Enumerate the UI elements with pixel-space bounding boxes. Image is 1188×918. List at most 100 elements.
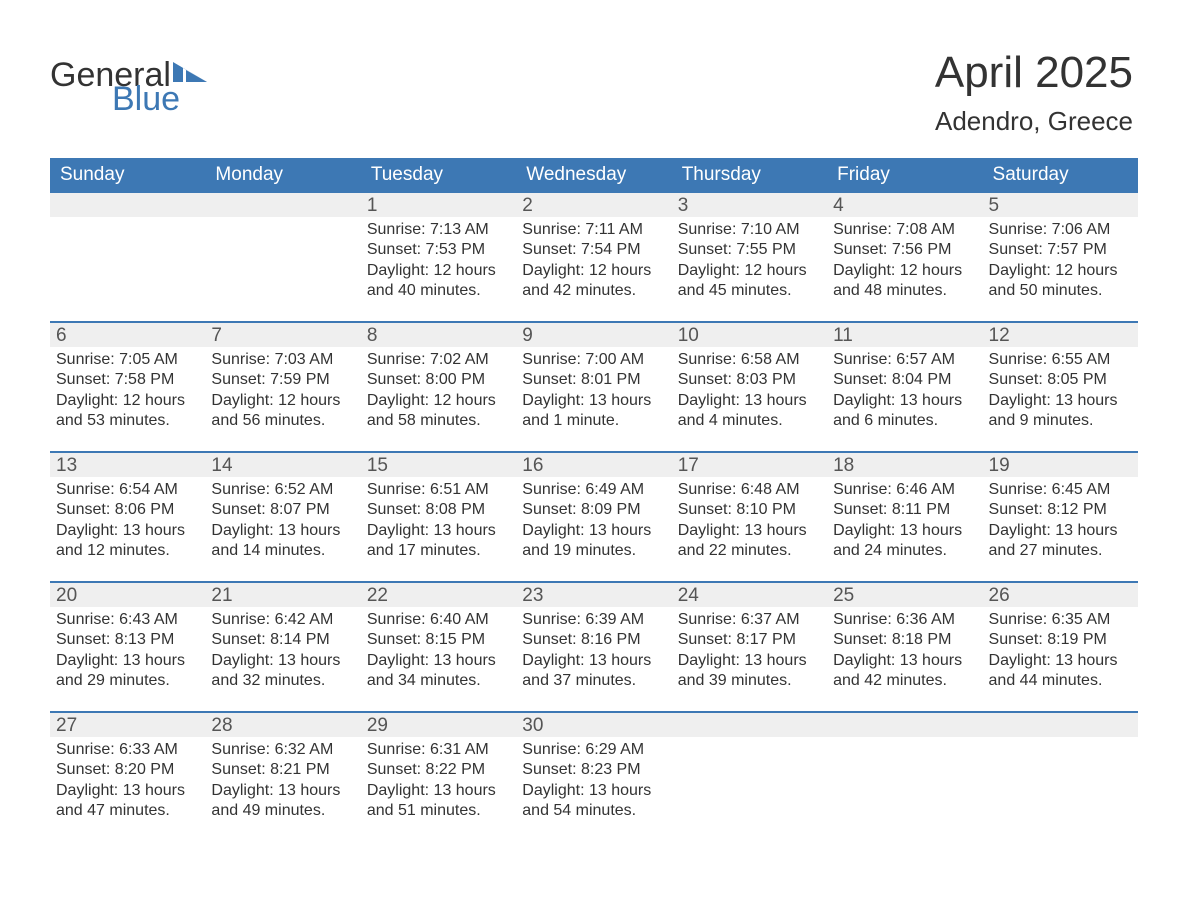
day-cell: 1Sunrise: 7:13 AMSunset: 7:53 PMDaylight… bbox=[361, 193, 516, 321]
sunrise-text: Sunrise: 7:02 AM bbox=[367, 350, 510, 370]
sunset-text: Sunset: 7:57 PM bbox=[989, 240, 1132, 260]
sunrise-text: Sunrise: 6:36 AM bbox=[833, 610, 976, 630]
day-body: Sunrise: 6:49 AMSunset: 8:09 PMDaylight:… bbox=[516, 477, 671, 578]
daylight-text-line2: and 4 minutes. bbox=[678, 411, 821, 431]
day-cell: 3Sunrise: 7:10 AMSunset: 7:55 PMDaylight… bbox=[672, 193, 827, 321]
daylight-text-line2: and 27 minutes. bbox=[989, 541, 1132, 561]
sunset-text: Sunset: 8:08 PM bbox=[367, 500, 510, 520]
day-body bbox=[50, 217, 205, 236]
sunset-text: Sunset: 8:23 PM bbox=[522, 760, 665, 780]
day-body: Sunrise: 6:58 AMSunset: 8:03 PMDaylight:… bbox=[672, 347, 827, 448]
day-body bbox=[827, 737, 982, 756]
title-month-year: April 2025 bbox=[935, 48, 1133, 98]
date-number: 4 bbox=[827, 193, 982, 217]
daylight-text-line1: Daylight: 13 hours bbox=[989, 521, 1132, 541]
sunrise-text: Sunrise: 6:48 AM bbox=[678, 480, 821, 500]
date-number: 27 bbox=[50, 713, 205, 737]
daylight-text-line1: Daylight: 13 hours bbox=[367, 651, 510, 671]
date-number: 16 bbox=[516, 453, 671, 477]
date-number: 8 bbox=[361, 323, 516, 347]
sunset-text: Sunset: 7:56 PM bbox=[833, 240, 976, 260]
day-body: Sunrise: 6:39 AMSunset: 8:16 PMDaylight:… bbox=[516, 607, 671, 708]
day-cell: 5Sunrise: 7:06 AMSunset: 7:57 PMDaylight… bbox=[983, 193, 1138, 321]
day-body: Sunrise: 6:46 AMSunset: 8:11 PMDaylight:… bbox=[827, 477, 982, 578]
day-body bbox=[983, 737, 1138, 756]
daylight-text-line1: Daylight: 13 hours bbox=[833, 521, 976, 541]
day-cell: 19Sunrise: 6:45 AMSunset: 8:12 PMDayligh… bbox=[983, 453, 1138, 581]
sunset-text: Sunset: 7:55 PM bbox=[678, 240, 821, 260]
daylight-text-line2: and 53 minutes. bbox=[56, 411, 199, 431]
date-number: 9 bbox=[516, 323, 671, 347]
date-number bbox=[983, 713, 1138, 737]
sunset-text: Sunset: 8:01 PM bbox=[522, 370, 665, 390]
date-number: 21 bbox=[205, 583, 360, 607]
day-body: Sunrise: 6:33 AMSunset: 8:20 PMDaylight:… bbox=[50, 737, 205, 838]
sunrise-text: Sunrise: 6:42 AM bbox=[211, 610, 354, 630]
sunset-text: Sunset: 8:15 PM bbox=[367, 630, 510, 650]
daylight-text-line1: Daylight: 12 hours bbox=[367, 261, 510, 281]
daylight-text-line2: and 22 minutes. bbox=[678, 541, 821, 561]
date-number: 10 bbox=[672, 323, 827, 347]
daylight-text-line2: and 12 minutes. bbox=[56, 541, 199, 561]
sunrise-text: Sunrise: 7:11 AM bbox=[522, 220, 665, 240]
sunset-text: Sunset: 8:16 PM bbox=[522, 630, 665, 650]
day-cell bbox=[983, 713, 1138, 841]
daylight-text-line1: Daylight: 13 hours bbox=[522, 521, 665, 541]
daylight-text-line1: Daylight: 13 hours bbox=[56, 781, 199, 801]
day-body: Sunrise: 7:08 AMSunset: 7:56 PMDaylight:… bbox=[827, 217, 982, 318]
day-body: Sunrise: 6:52 AMSunset: 8:07 PMDaylight:… bbox=[205, 477, 360, 578]
sunset-text: Sunset: 8:09 PM bbox=[522, 500, 665, 520]
dow-saturday: Saturday bbox=[983, 158, 1138, 193]
date-number: 29 bbox=[361, 713, 516, 737]
daylight-text-line1: Daylight: 13 hours bbox=[522, 391, 665, 411]
day-cell: 25Sunrise: 6:36 AMSunset: 8:18 PMDayligh… bbox=[827, 583, 982, 711]
sunset-text: Sunset: 8:22 PM bbox=[367, 760, 510, 780]
daylight-text-line2: and 45 minutes. bbox=[678, 281, 821, 301]
sunrise-text: Sunrise: 7:03 AM bbox=[211, 350, 354, 370]
date-number: 22 bbox=[361, 583, 516, 607]
daylight-text-line2: and 50 minutes. bbox=[989, 281, 1132, 301]
sunset-text: Sunset: 8:06 PM bbox=[56, 500, 199, 520]
day-body: Sunrise: 7:03 AMSunset: 7:59 PMDaylight:… bbox=[205, 347, 360, 448]
day-body: Sunrise: 6:37 AMSunset: 8:17 PMDaylight:… bbox=[672, 607, 827, 708]
date-number: 3 bbox=[672, 193, 827, 217]
day-cell bbox=[827, 713, 982, 841]
sunrise-text: Sunrise: 6:43 AM bbox=[56, 610, 199, 630]
sunrise-text: Sunrise: 6:31 AM bbox=[367, 740, 510, 760]
daylight-text-line1: Daylight: 12 hours bbox=[56, 391, 199, 411]
week-row: 6Sunrise: 7:05 AMSunset: 7:58 PMDaylight… bbox=[50, 321, 1138, 451]
day-cell: 7Sunrise: 7:03 AMSunset: 7:59 PMDaylight… bbox=[205, 323, 360, 451]
day-body: Sunrise: 6:32 AMSunset: 8:21 PMDaylight:… bbox=[205, 737, 360, 838]
date-number: 25 bbox=[827, 583, 982, 607]
date-number: 5 bbox=[983, 193, 1138, 217]
sunset-text: Sunset: 8:19 PM bbox=[989, 630, 1132, 650]
week-row: 20Sunrise: 6:43 AMSunset: 8:13 PMDayligh… bbox=[50, 581, 1138, 711]
daylight-text-line1: Daylight: 13 hours bbox=[678, 521, 821, 541]
dow-wednesday: Wednesday bbox=[516, 158, 671, 193]
sunrise-text: Sunrise: 6:40 AM bbox=[367, 610, 510, 630]
day-cell: 10Sunrise: 6:58 AMSunset: 8:03 PMDayligh… bbox=[672, 323, 827, 451]
date-number bbox=[827, 713, 982, 737]
daylight-text-line1: Daylight: 13 hours bbox=[211, 651, 354, 671]
daylight-text-line1: Daylight: 13 hours bbox=[367, 521, 510, 541]
day-body: Sunrise: 6:55 AMSunset: 8:05 PMDaylight:… bbox=[983, 347, 1138, 448]
day-cell bbox=[205, 193, 360, 321]
sunrise-text: Sunrise: 6:33 AM bbox=[56, 740, 199, 760]
daylight-text-line2: and 39 minutes. bbox=[678, 671, 821, 691]
day-cell: 14Sunrise: 6:52 AMSunset: 8:07 PMDayligh… bbox=[205, 453, 360, 581]
sunset-text: Sunset: 8:04 PM bbox=[833, 370, 976, 390]
daylight-text-line2: and 17 minutes. bbox=[367, 541, 510, 561]
dow-tuesday: Tuesday bbox=[361, 158, 516, 193]
daylight-text-line1: Daylight: 13 hours bbox=[56, 651, 199, 671]
day-cell: 27Sunrise: 6:33 AMSunset: 8:20 PMDayligh… bbox=[50, 713, 205, 841]
daylight-text-line2: and 47 minutes. bbox=[56, 801, 199, 821]
sunset-text: Sunset: 8:17 PM bbox=[678, 630, 821, 650]
daylight-text-line2: and 6 minutes. bbox=[833, 411, 976, 431]
sunset-text: Sunset: 8:12 PM bbox=[989, 500, 1132, 520]
sunset-text: Sunset: 7:58 PM bbox=[56, 370, 199, 390]
date-number: 24 bbox=[672, 583, 827, 607]
sunrise-text: Sunrise: 7:06 AM bbox=[989, 220, 1132, 240]
day-cell: 23Sunrise: 6:39 AMSunset: 8:16 PMDayligh… bbox=[516, 583, 671, 711]
day-body: Sunrise: 6:29 AMSunset: 8:23 PMDaylight:… bbox=[516, 737, 671, 838]
day-body: Sunrise: 7:02 AMSunset: 8:00 PMDaylight:… bbox=[361, 347, 516, 448]
